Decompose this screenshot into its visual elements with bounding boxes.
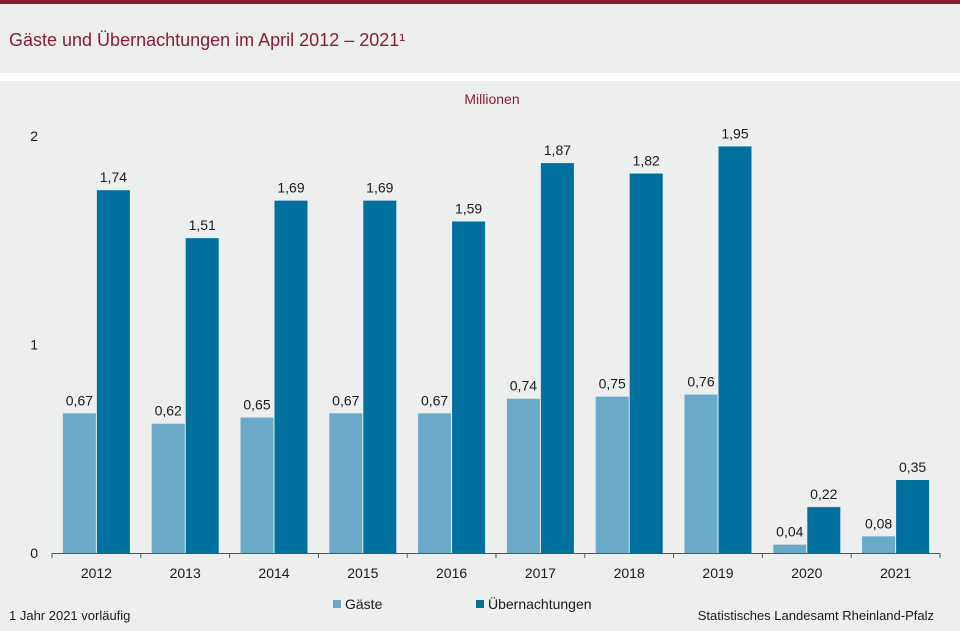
legend-swatch-uebernachtungen [476,600,484,608]
bar-gaeste [862,536,896,553]
bar-gaeste [151,423,185,553]
data-label: 1,51 [189,217,216,233]
legend-swatch-gaeste [333,600,341,608]
data-label: 0,67 [66,392,93,408]
bar-uebernachtungen [452,221,486,554]
x-tick-label: 2012 [81,565,112,581]
source-note: Statistisches Landesamt Rheinland-Pfalz [697,608,934,623]
x-tick-label: 2019 [702,565,733,581]
data-label: 1,87 [544,142,571,158]
x-tick-label: 2016 [436,565,467,581]
data-label: 1,69 [277,180,304,196]
data-label: 1,82 [633,153,660,169]
bar-gaeste [418,413,452,553]
data-label: 0,35 [899,459,926,475]
bar-uebernachtungen [718,146,752,554]
bar-uebernachtungen [96,190,130,553]
bar-uebernachtungen [540,163,574,554]
x-tick-label: 2021 [880,565,911,581]
data-label: 0,67 [421,392,448,408]
y-tick-label: 2 [30,128,38,144]
data-label: 0,04 [776,524,803,540]
data-label: 0,65 [243,396,270,412]
data-label: 1,69 [366,180,393,196]
data-label: 1,59 [455,200,482,216]
legend-label-gaeste: Gäste [345,596,383,612]
bar-uebernachtungen [629,173,663,553]
data-label: 0,76 [687,374,714,390]
data-label: 0,74 [510,378,537,394]
bar-gaeste [773,544,807,553]
data-label: 0,75 [599,376,626,392]
x-tick-label: 2013 [170,565,201,581]
bar-uebernachtungen [807,507,841,553]
bar-uebernachtungen [363,200,397,553]
x-tick-label: 2018 [614,565,645,581]
x-tick-label: 2017 [525,565,556,581]
data-label: 0,22 [810,486,837,502]
x-tick-label: 2014 [258,565,289,581]
x-tick-label: 2015 [347,565,378,581]
bar-gaeste [62,413,96,553]
bar-uebernachtungen [185,238,219,554]
legend-label-uebernachtungen: Übernachtungen [488,595,592,612]
y-tick-label: 0 [30,545,38,561]
x-tick-label: 2020 [791,565,822,581]
bar-gaeste [506,398,540,553]
data-label: 0,67 [332,392,359,408]
bar-gaeste [595,396,629,553]
data-label: 0,62 [155,403,182,419]
chart-title: Gäste und Übernachtungen im April 2012 –… [9,30,406,50]
bar-gaeste [329,413,363,553]
bar-gaeste [240,417,274,553]
footnote: 1 Jahr 2021 vorläufig [9,608,131,623]
data-label: 0,08 [865,515,892,531]
bar-uebernachtungen [896,480,930,553]
divider [0,73,960,81]
y-tick-label: 1 [30,337,38,353]
unit-label: Millionen [464,91,519,107]
data-label: 1,74 [100,169,127,185]
bar-gaeste [684,394,718,553]
top-accent-bar [0,0,960,4]
data-label: 1,95 [721,125,748,141]
title-area: Gäste und Übernachtungen im April 2012 –… [0,4,960,73]
bar-uebernachtungen [274,200,308,553]
